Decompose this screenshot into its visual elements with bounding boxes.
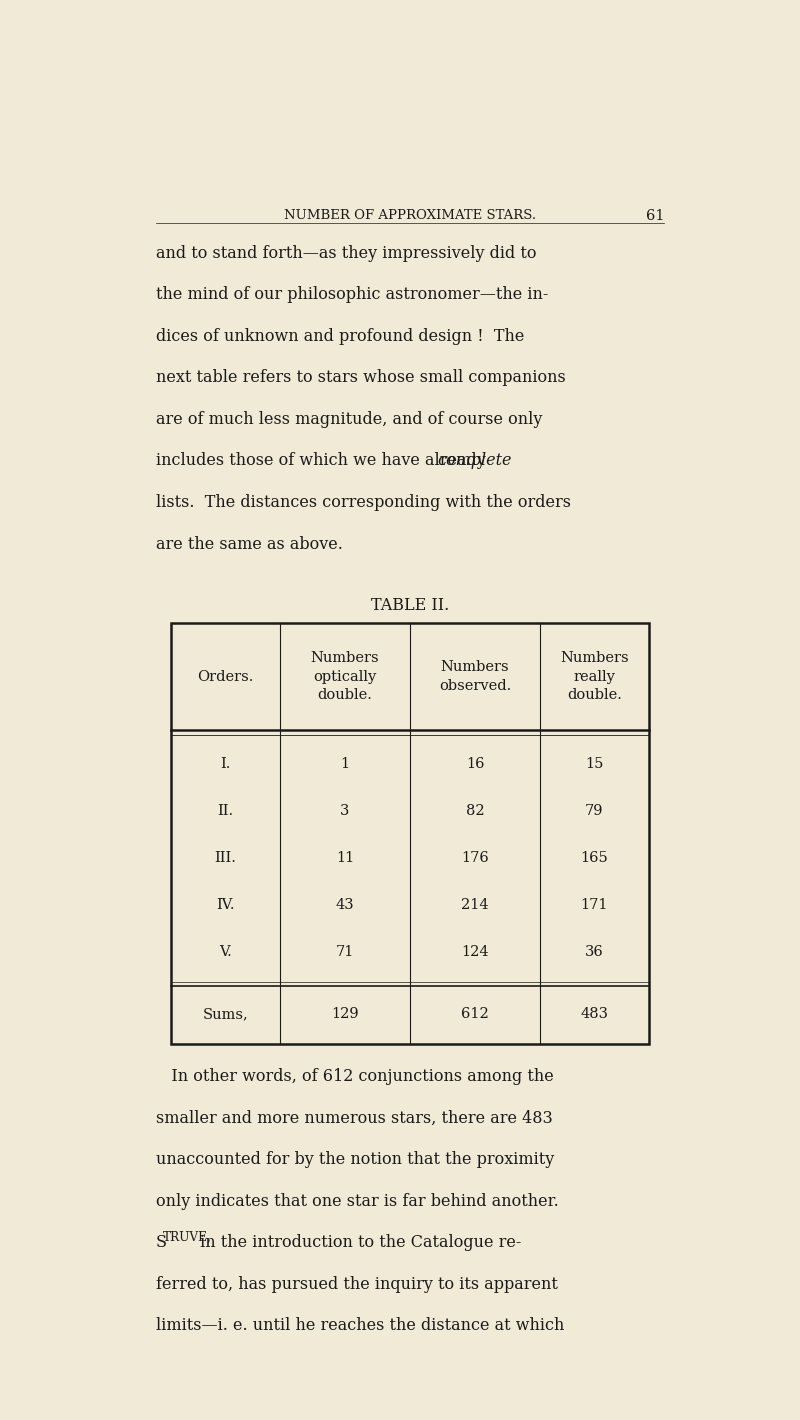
Text: smaller and more numerous stars, there are 483: smaller and more numerous stars, there a…: [156, 1109, 553, 1126]
Text: the mind of our philosophic astronomer—the in-: the mind of our philosophic astronomer—t…: [156, 287, 548, 304]
Text: TABLE II.: TABLE II.: [371, 596, 449, 613]
Text: complete: complete: [438, 453, 512, 470]
Text: only indicates that one star is far behind another.: only indicates that one star is far behi…: [156, 1193, 558, 1210]
Text: are of much less magnitude, and of course only: are of much less magnitude, and of cours…: [156, 410, 542, 427]
Text: 124: 124: [462, 944, 489, 959]
Text: II.: II.: [218, 804, 234, 818]
Text: in the introduction to the Catalogue re-: in the introduction to the Catalogue re-: [195, 1234, 522, 1251]
Text: III.: III.: [214, 851, 237, 865]
Text: Sums,: Sums,: [202, 1007, 249, 1021]
Text: Numbers
really
double.: Numbers really double.: [560, 652, 629, 701]
Text: unaccounted for by the notion that the proximity: unaccounted for by the notion that the p…: [156, 1152, 554, 1169]
Text: S: S: [156, 1234, 167, 1251]
Text: 71: 71: [336, 944, 354, 959]
Text: 15: 15: [586, 757, 604, 771]
Text: 79: 79: [586, 804, 604, 818]
Text: 483: 483: [581, 1007, 609, 1021]
Text: 176: 176: [462, 851, 489, 865]
Text: Numbers
optically
double.: Numbers optically double.: [310, 652, 379, 701]
Text: dices of unknown and profound design !  The: dices of unknown and profound design ! T…: [156, 328, 524, 345]
Text: 165: 165: [581, 851, 608, 865]
Text: Numbers
observed.: Numbers observed.: [439, 660, 511, 693]
Text: IV.: IV.: [216, 897, 235, 912]
Text: lists.  The distances corresponding with the orders: lists. The distances corresponding with …: [156, 494, 570, 511]
Text: and to stand forth—as they impressively did to: and to stand forth—as they impressively …: [156, 244, 536, 261]
Text: 129: 129: [331, 1007, 358, 1021]
Text: next table refers to stars whose small companions: next table refers to stars whose small c…: [156, 369, 566, 386]
Text: 11: 11: [336, 851, 354, 865]
Text: In other words, of 612 conjunctions among the: In other words, of 612 conjunctions amon…: [156, 1068, 554, 1085]
Text: V.: V.: [219, 944, 232, 959]
Text: 214: 214: [462, 897, 489, 912]
Text: limits—i. e. until he reaches the distance at which: limits—i. e. until he reaches the distan…: [156, 1318, 564, 1335]
Text: I.: I.: [220, 757, 230, 771]
Text: are the same as above.: are the same as above.: [156, 535, 342, 552]
Text: includes those of which we have already: includes those of which we have already: [156, 453, 490, 470]
Text: 3: 3: [340, 804, 350, 818]
Text: Orders.: Orders.: [198, 670, 254, 683]
Text: 16: 16: [466, 757, 484, 771]
Text: 36: 36: [585, 944, 604, 959]
Text: 1: 1: [340, 757, 350, 771]
Text: 43: 43: [335, 897, 354, 912]
Text: ferred to, has pursued the inquiry to its apparent: ferred to, has pursued the inquiry to it…: [156, 1275, 558, 1292]
Text: NUMBER OF APPROXIMATE STARS.: NUMBER OF APPROXIMATE STARS.: [284, 209, 536, 222]
Text: 612: 612: [462, 1007, 489, 1021]
Text: 82: 82: [466, 804, 485, 818]
Text: 171: 171: [581, 897, 608, 912]
Text: 61: 61: [646, 209, 664, 223]
Text: TRUVE,: TRUVE,: [163, 1231, 212, 1244]
